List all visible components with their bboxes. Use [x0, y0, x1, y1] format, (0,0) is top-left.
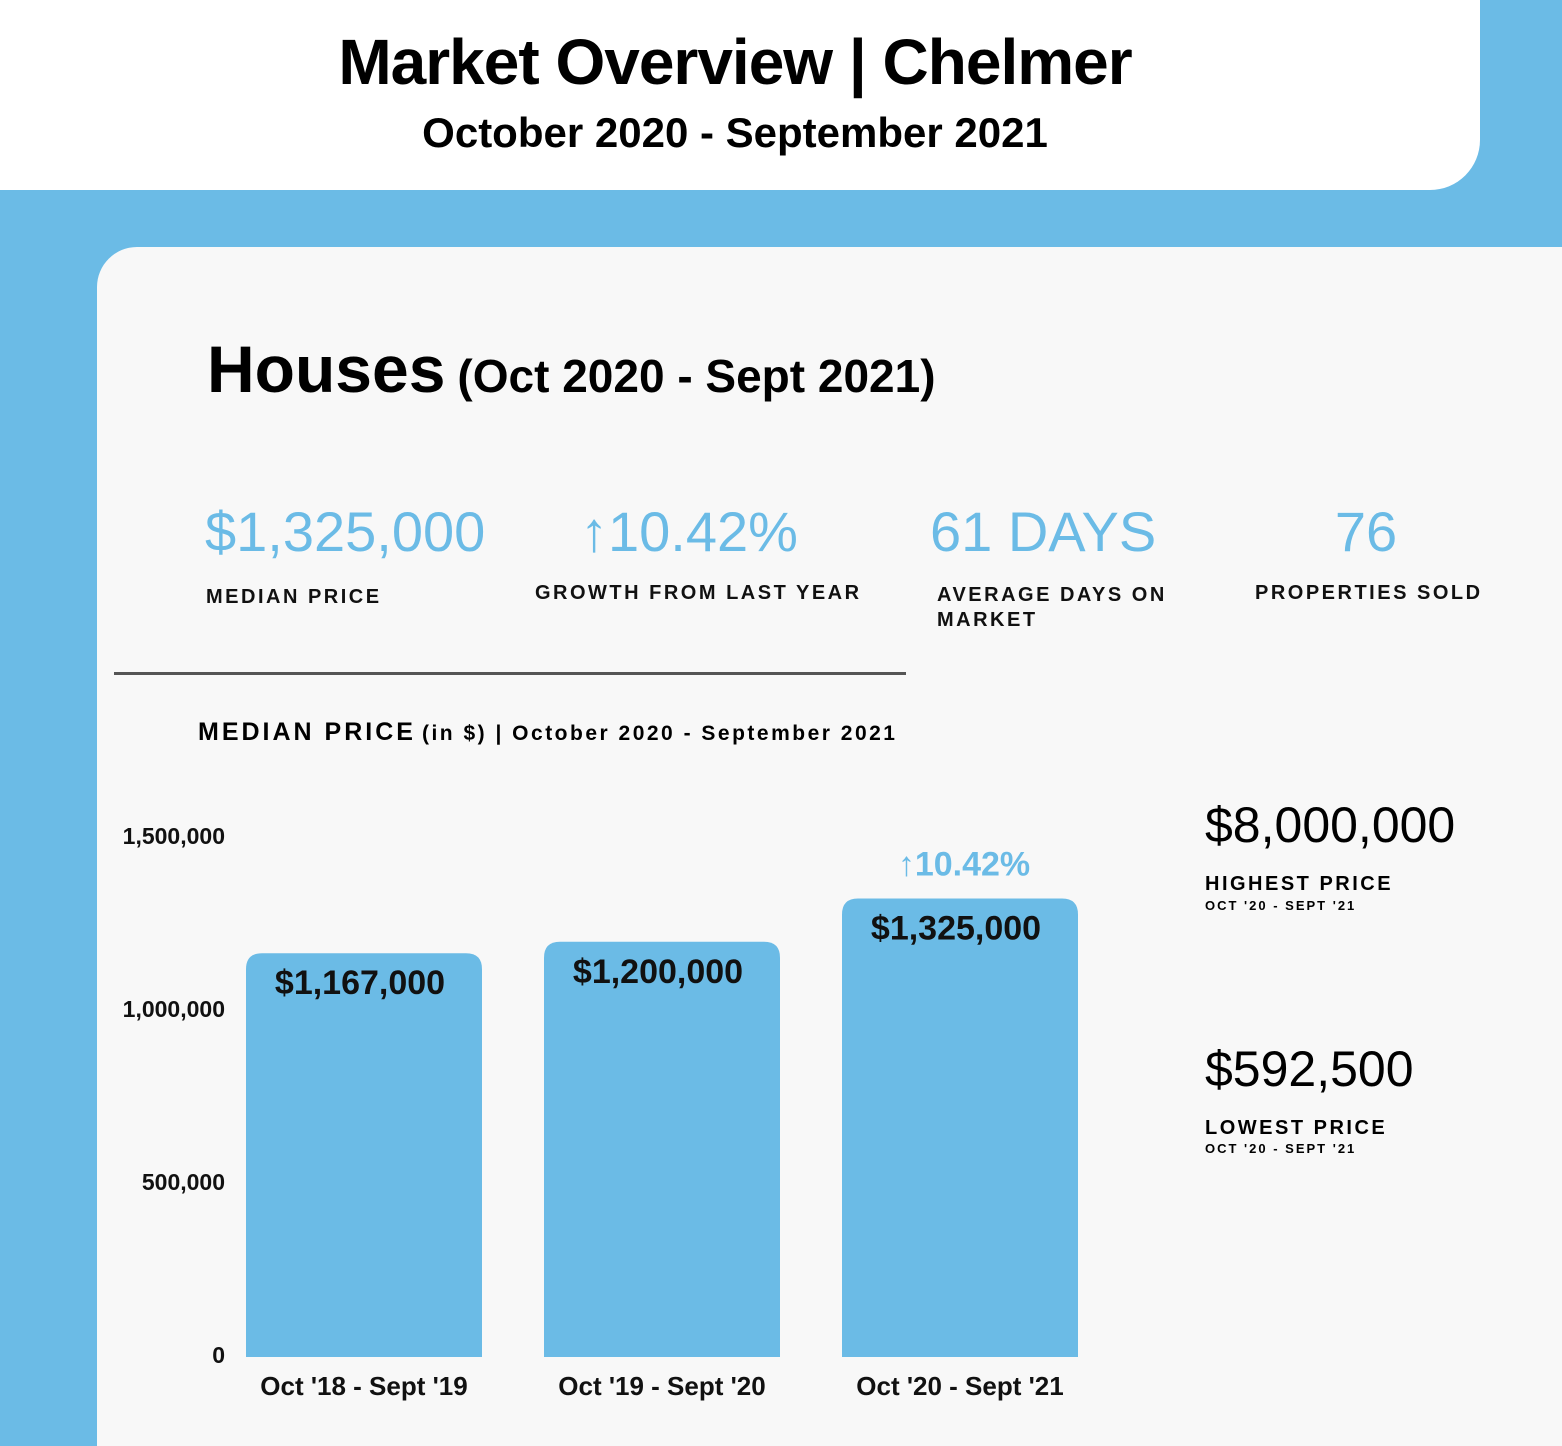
- stat-label: AVERAGE DAYS ON MARKET: [937, 584, 1167, 631]
- bar: [246, 953, 482, 1357]
- y-tick-label: 0: [212, 1342, 225, 1368]
- extreme-label: HIGHEST PRICE: [1205, 873, 1394, 895]
- stat-label: GROWTH FROM LAST YEAR: [535, 582, 862, 604]
- x-tick-label: Oct '19 - Sept '20: [558, 1371, 765, 1401]
- stat-value: ↑10.42%: [580, 500, 798, 563]
- y-tick-label: 1,000,000: [123, 996, 225, 1022]
- stat-value: $1,325,000: [205, 500, 486, 563]
- value-label: $1,167,000: [275, 964, 445, 1002]
- extreme-period: OCT '20 - SEPT '21: [1205, 898, 1357, 913]
- stat-value: 61 DAYS: [930, 500, 1157, 563]
- annotation: ↑10.42%: [898, 846, 1030, 884]
- x-tick-label: Oct '20 - Sept '21: [856, 1371, 1063, 1401]
- y-tick-label: 1,500,000: [123, 823, 225, 849]
- header-box: [0, 0, 1480, 190]
- value-label: $1,325,000: [871, 910, 1041, 948]
- page-subtitle: October 2020 - September 2021: [422, 109, 1048, 156]
- x-tick-label: Oct '18 - Sept '19: [260, 1371, 467, 1401]
- section-title: Houses: [207, 332, 446, 406]
- page-title: Market Overview | Chelmer: [338, 26, 1132, 98]
- bar: [544, 941, 780, 1357]
- stat-label: PROPERTIES SOLD: [1255, 582, 1483, 604]
- chart-subtitle: (in $) | October 2020 - September 2021: [421, 722, 898, 745]
- stat-label: MEDIAN PRICE: [206, 586, 382, 608]
- divider: [114, 672, 906, 675]
- section-heading: Houses (Oct 2020 - Sept 2021): [207, 336, 936, 402]
- extreme-value: $8,000,000: [1205, 797, 1456, 853]
- chart-heading: MEDIAN PRICE (in $) | October 2020 - Sep…: [198, 720, 898, 745]
- section-subtitle: (Oct 2020 - Sept 2021): [457, 350, 936, 402]
- stat-value: 76: [1334, 500, 1398, 563]
- bar: [842, 898, 1078, 1357]
- extreme-period: OCT '20 - SEPT '21: [1205, 1141, 1357, 1156]
- extreme-label: LOWEST PRICE: [1205, 1117, 1388, 1139]
- value-label: $1,200,000: [573, 953, 743, 991]
- y-tick-label: 500,000: [142, 1169, 225, 1195]
- chart-title: MEDIAN PRICE: [198, 718, 416, 746]
- extreme-value: $592,500: [1205, 1041, 1414, 1097]
